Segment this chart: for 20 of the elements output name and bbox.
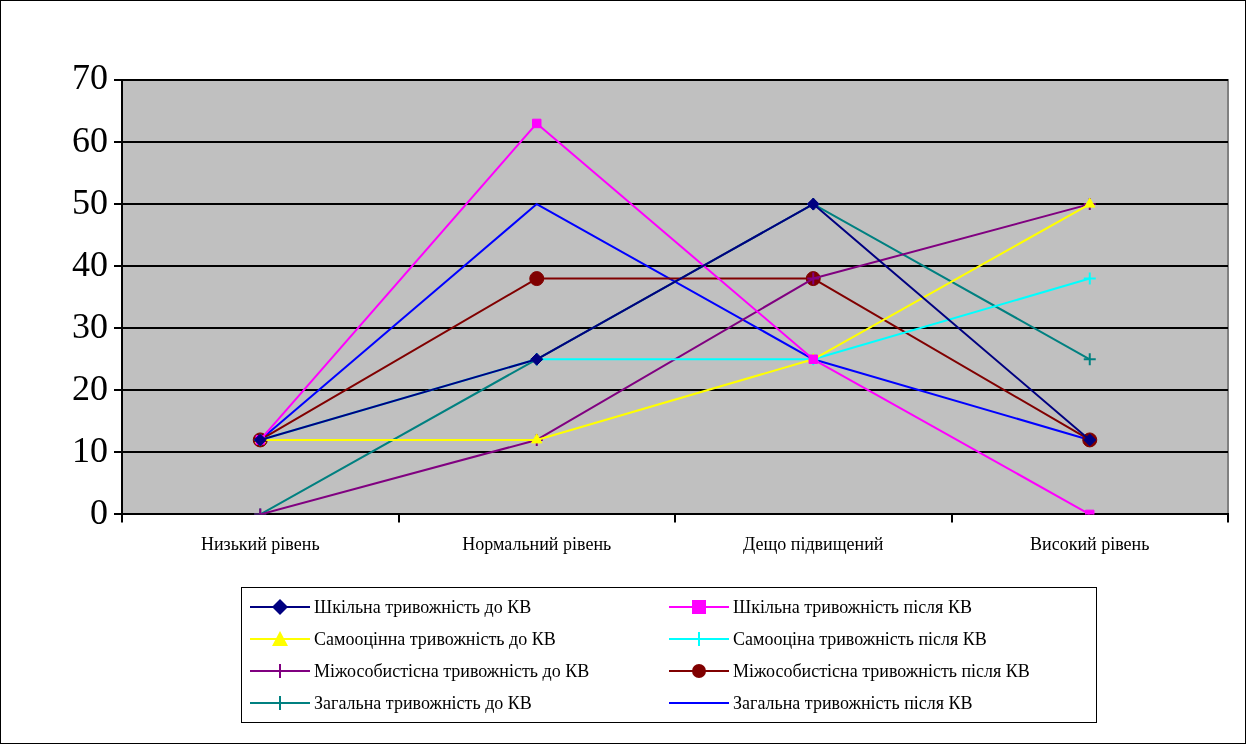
legend-label: Самооцінна тривожність до КВ <box>314 628 556 650</box>
legend-label: Міжособистісна тривожність до КВ <box>314 660 590 682</box>
x-tick-label: Високий рівень <box>1030 533 1150 554</box>
legend-label: Шкільна тривожність після КВ <box>733 596 972 618</box>
legend-label: Шкільна тривожність до КВ <box>314 596 532 618</box>
y-tick-label: 50 <box>72 181 108 222</box>
y-tick-label: 70 <box>72 57 108 98</box>
x-tick-label: Нормальний рівень <box>462 533 612 554</box>
x-tick-label: Низький рівень <box>200 533 320 554</box>
legend-label: Самооціна тривожність після КВ <box>733 628 987 650</box>
legend-label: Загальна тривожність після КВ <box>733 692 973 714</box>
y-tick-label: 0 <box>90 491 108 532</box>
y-tick-label: 60 <box>72 119 108 160</box>
y-tick-label: 20 <box>72 367 108 408</box>
legend-label: Загальна тривожність до КВ <box>314 692 532 714</box>
x-tick-label: Дещо підвищений <box>742 533 884 554</box>
y-tick-label: 40 <box>72 243 108 284</box>
y-tick-label: 30 <box>72 305 108 346</box>
legend-label: Міжособистісна тривожність після КВ <box>733 660 1030 682</box>
y-tick-label: 10 <box>72 429 108 470</box>
